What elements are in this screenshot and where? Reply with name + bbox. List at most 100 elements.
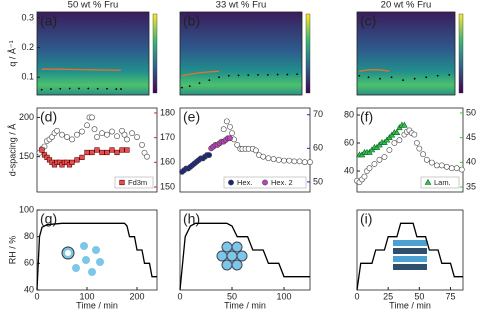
point xyxy=(391,140,398,146)
point xyxy=(286,157,293,164)
point xyxy=(257,73,259,76)
point xyxy=(237,74,240,77)
point xyxy=(413,77,416,80)
point xyxy=(376,156,383,163)
series-line xyxy=(41,68,121,71)
panel: 0.1 0.2 0.3 50 wt % Fru (a) q / Å⁻¹ xyxy=(7,0,158,96)
point xyxy=(139,141,145,148)
point xyxy=(208,79,211,82)
point xyxy=(276,73,279,76)
y2-tick-label: 40 xyxy=(466,157,476,167)
point xyxy=(74,157,80,163)
point xyxy=(234,141,241,148)
colorbar xyxy=(152,13,158,94)
point xyxy=(411,131,418,138)
x-tick-label: 75 xyxy=(446,291,456,301)
point xyxy=(270,156,277,162)
legend-marker xyxy=(119,179,125,186)
panel: 40 60 80 100 0 100 200 (g) RH / % Time / min xyxy=(7,204,158,310)
point xyxy=(59,131,65,138)
point xyxy=(188,85,191,88)
panel: 50 60 70 (e) Hex. Hex. 2 xyxy=(179,107,323,193)
panel-letter: (i) xyxy=(360,211,372,227)
panel: 0 50 100 (h) Time / min xyxy=(177,209,311,310)
colorbar xyxy=(305,13,311,94)
panel: 0 25 50 75 (i) Time / min xyxy=(354,209,464,310)
y-tick-label: 60 xyxy=(24,258,34,268)
series-line xyxy=(179,222,310,291)
point xyxy=(379,77,381,80)
point xyxy=(96,87,99,90)
point xyxy=(458,166,465,173)
point xyxy=(129,130,135,137)
legend-label: Hex. 2 xyxy=(271,178,293,187)
panel: 150 200 150 160 170 180 (d) d-spacing / Å Fd3m xyxy=(7,107,175,193)
point xyxy=(54,127,60,134)
point xyxy=(393,129,401,136)
plot-frame xyxy=(356,11,456,96)
point xyxy=(69,136,75,143)
x-tick-label: 200 xyxy=(129,291,144,301)
point xyxy=(79,154,85,161)
y2-tick-label: 45 xyxy=(466,132,476,142)
point xyxy=(114,133,120,140)
plot-frame xyxy=(356,107,464,193)
point xyxy=(371,161,378,167)
plot-frame xyxy=(36,107,158,193)
point xyxy=(275,156,282,163)
point xyxy=(59,87,62,90)
colorbar xyxy=(458,13,464,94)
legend-label: Hex. xyxy=(237,178,252,187)
point xyxy=(428,159,435,166)
panel-title: 33 wt % Fru xyxy=(216,0,267,11)
point xyxy=(74,131,80,138)
point xyxy=(390,76,393,79)
point xyxy=(367,76,370,79)
point xyxy=(416,145,423,152)
point xyxy=(361,173,368,180)
point xyxy=(124,136,130,143)
point xyxy=(109,147,115,153)
point xyxy=(223,118,230,125)
point xyxy=(433,162,440,169)
x-axis-label: Time / min xyxy=(224,300,266,310)
panel-letter: (f) xyxy=(360,109,373,125)
point xyxy=(124,147,130,153)
plot-frame xyxy=(356,209,464,291)
point xyxy=(436,74,439,77)
point xyxy=(120,88,122,90)
icon-lamellae xyxy=(393,240,427,270)
y-axis-label: d-spacing / Å xyxy=(7,124,17,177)
x-tick-label: 0 xyxy=(177,291,182,301)
point xyxy=(69,159,75,165)
point xyxy=(386,147,393,153)
point xyxy=(104,131,110,138)
point xyxy=(220,126,227,133)
point xyxy=(87,87,90,90)
legend-marker xyxy=(262,179,268,186)
point xyxy=(206,152,213,158)
point xyxy=(104,149,110,156)
x-tick-label: 50 xyxy=(227,291,237,301)
series-line xyxy=(359,69,390,72)
point xyxy=(307,159,313,166)
y2-tick-label: 160 xyxy=(160,157,175,167)
point xyxy=(286,73,289,76)
x-tick-label: 0 xyxy=(354,291,359,301)
point xyxy=(296,158,303,165)
point xyxy=(423,156,430,163)
series-line xyxy=(356,222,463,291)
plot-frame xyxy=(179,209,311,291)
panel-letter: (a) xyxy=(40,13,57,29)
plot-frame xyxy=(179,11,303,96)
heatmap xyxy=(37,12,149,95)
point xyxy=(106,87,108,90)
point xyxy=(39,147,45,153)
point xyxy=(253,147,259,154)
panel: 40 60 80 35 40 45 50 (f) Lam. xyxy=(344,107,476,193)
point xyxy=(425,76,428,79)
point xyxy=(119,147,125,153)
point xyxy=(366,165,373,172)
legend-marker xyxy=(228,179,234,186)
x-axis-label: Time / min xyxy=(76,300,118,310)
